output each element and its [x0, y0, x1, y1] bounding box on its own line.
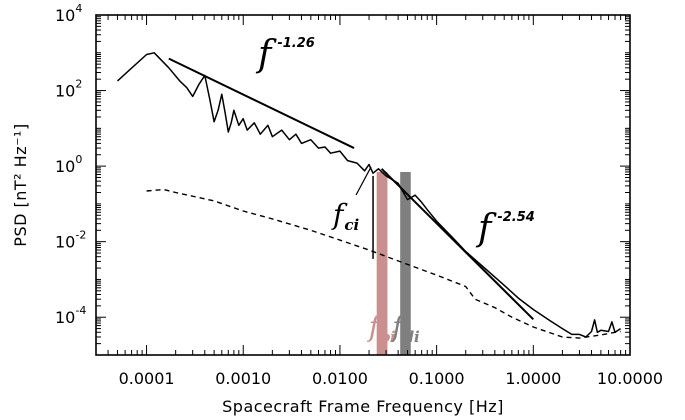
fit-label-0: f -1.26	[255, 34, 315, 75]
fit-line-0	[168, 57, 355, 149]
x-tick-label: 10.0000	[597, 369, 663, 388]
fit-label-exp-0: -1.26	[277, 36, 314, 51]
x-tick-label: 0.0100	[312, 369, 368, 388]
y-tick-label-exp: -2	[75, 229, 86, 242]
y-tick-label-exp: 2	[75, 78, 82, 91]
fit-label-1: f -2.54	[475, 208, 535, 249]
plot-frame	[95, 14, 631, 356]
band-label-sub-0: ρi	[379, 328, 396, 346]
y-tick-label-base: 10	[55, 82, 75, 101]
power-law-fits: f -1.26f -2.54	[168, 34, 535, 321]
marker-label-0: fci	[331, 198, 360, 234]
y-tick-label-exp: 4	[75, 2, 82, 15]
series-line-0-solid	[116, 52, 622, 338]
x-axis-label: Spacecraft Frame Frequency [Hz]	[222, 397, 504, 416]
band-0	[376, 171, 388, 355]
y-tick-label-base: 10	[55, 308, 75, 327]
fit-label-exp-1: -2.54	[497, 210, 534, 225]
y-tick-label-base: 10	[55, 233, 75, 252]
y-tick-label: 10-4	[55, 304, 86, 327]
fit-label-base-0: f	[255, 34, 277, 75]
marker-pointer-0	[355, 166, 372, 196]
band-label-sub-1: di	[404, 328, 420, 346]
psd-series	[116, 52, 622, 339]
y-tick-label: 10-2	[55, 229, 86, 252]
fci-marker: fci	[331, 166, 374, 259]
fit-label-base-1: f	[475, 208, 497, 249]
x-tick-label: 0.0010	[215, 369, 271, 388]
x-tick-label: 1.0000	[505, 369, 561, 388]
x-tick-label: 0.0001	[119, 369, 175, 388]
y-tick-label-exp: 0	[75, 153, 82, 166]
fit-line-1	[380, 168, 535, 321]
x-tick-label: 0.1000	[409, 369, 465, 388]
marker-label-sub-0: ci	[344, 216, 359, 234]
y-tick-label-base: 10	[55, 6, 75, 25]
y-tick-label: 104	[55, 2, 82, 25]
x-axis-ticks: 0.0001 0.0010 0.0100 0.1000 1.0000 10.0000	[95, 15, 663, 388]
y-tick-label: 100	[55, 153, 82, 176]
y-tick-label-exp: -4	[75, 304, 86, 317]
y-tick-label-base: 10	[55, 157, 75, 176]
y-axis-label: PSD [nT² Hz⁻¹]	[11, 123, 30, 246]
y-tick-label: 102	[55, 78, 82, 101]
